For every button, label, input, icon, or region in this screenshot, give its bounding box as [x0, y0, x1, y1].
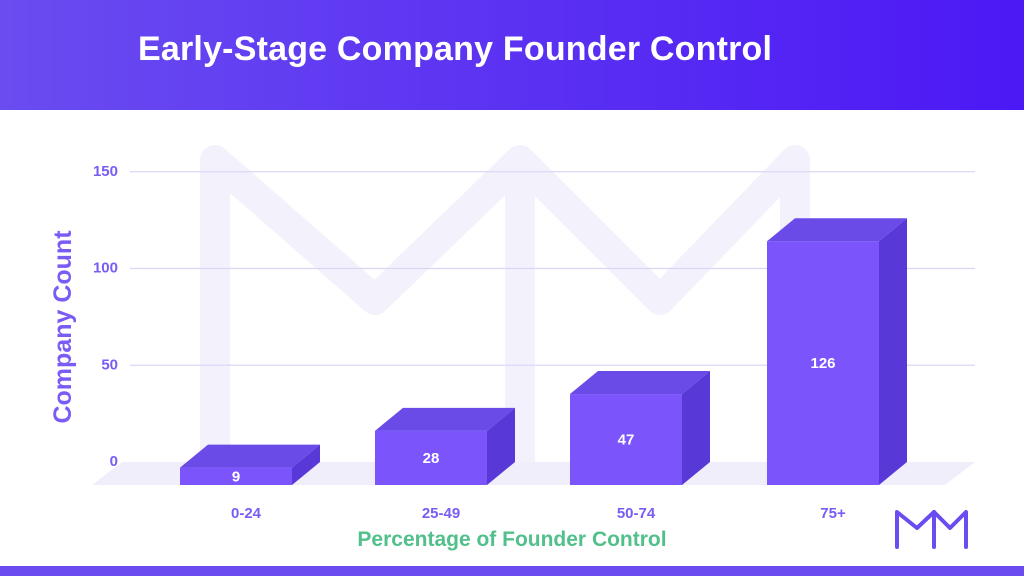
- x-tick-label: 75+: [820, 505, 846, 522]
- y-axis-ticks: 0 50 100 150: [93, 163, 118, 470]
- bar-front-face: [570, 394, 682, 485]
- y-tick-label: 100: [93, 260, 118, 277]
- watermark-logo-icon: [200, 145, 810, 480]
- crown-logo-icon: [895, 510, 968, 549]
- bar-value-label: 126: [810, 355, 835, 372]
- bar-value-label: 47: [618, 432, 635, 449]
- bar-top-face: [180, 444, 320, 468]
- y-tick-label: 150: [93, 163, 118, 180]
- bar-front-face: [767, 241, 879, 485]
- logo-stroke: [895, 510, 968, 549]
- bar: 28: [375, 407, 515, 485]
- header-banner: Early-Stage Company Founder Control: [0, 0, 1024, 110]
- x-axis-ticks: 0-24 25-49 50-74 75+: [231, 505, 846, 522]
- bar-top-face: [375, 407, 515, 431]
- bar-front-face: [375, 430, 487, 485]
- bar-value-label: 28: [423, 450, 440, 467]
- chart-title: Early-Stage Company Founder Control: [138, 30, 773, 68]
- x-tick-label: 50-74: [617, 505, 656, 522]
- bars: 9 28 47 126: [180, 218, 907, 485]
- bar-front-face: [180, 467, 292, 485]
- bar-top-face: [767, 218, 907, 242]
- y-tick-label: 50: [101, 356, 118, 373]
- bar-top-face: [570, 371, 710, 395]
- bar: 47: [570, 371, 710, 485]
- x-tick-label: 25-49: [422, 505, 460, 522]
- y-tick-label: 0: [110, 453, 118, 470]
- bar-side-face: [292, 444, 320, 485]
- bar-side-face: [682, 371, 710, 485]
- y-axis-label: Company Count: [49, 230, 77, 424]
- x-tick-label: 0-24: [231, 505, 262, 522]
- bar-side-face: [487, 407, 515, 485]
- bar: 126: [767, 218, 907, 485]
- footer-bar: [0, 566, 1024, 576]
- x-axis-label: Percentage of Founder Control: [357, 528, 666, 551]
- bar-side-face: [879, 218, 907, 485]
- bar: 9: [180, 444, 320, 485]
- bar-value-label: 9: [232, 468, 240, 485]
